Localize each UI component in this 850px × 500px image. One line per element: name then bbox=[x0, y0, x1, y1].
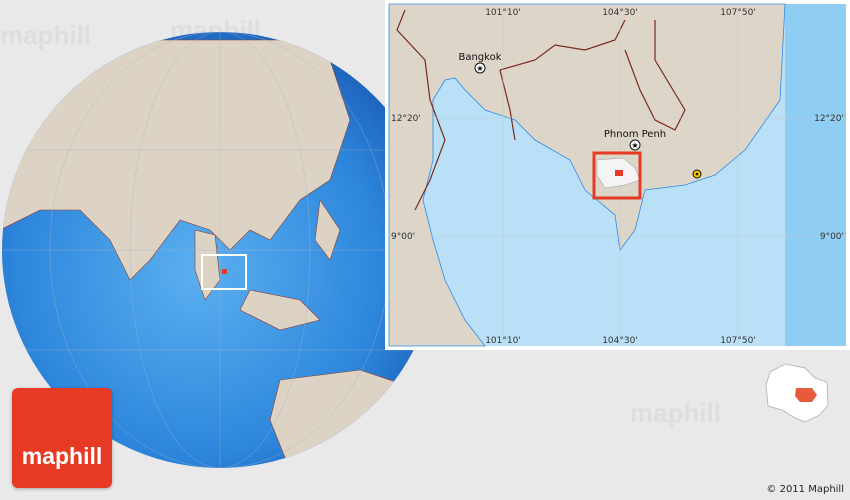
svg-text:★: ★ bbox=[631, 141, 638, 150]
latitude-label: 12°20' bbox=[391, 114, 421, 124]
region-highlight-box bbox=[592, 151, 642, 200]
capital-star-icon: ★ bbox=[629, 139, 641, 151]
longitude-label: 101°10' bbox=[485, 336, 521, 346]
globe-locator-box bbox=[201, 254, 247, 290]
longitude-label: 104°30' bbox=[602, 8, 638, 18]
latitude-label: 12°20' bbox=[814, 114, 844, 124]
latitude-label: 9°00' bbox=[391, 232, 415, 242]
longitude-labels-top: 101°10' 104°30' 107°50' bbox=[485, 8, 756, 18]
longitude-labels-bottom: 101°10' 104°30' 107°50' bbox=[485, 336, 756, 346]
city-label-phnom-penh: Phnom Penh bbox=[604, 129, 666, 140]
longitude-label: 107°50' bbox=[720, 8, 756, 18]
latitude-label: 9°00' bbox=[820, 232, 844, 242]
svg-text:★: ★ bbox=[476, 64, 483, 73]
capital-star-icon: ★ bbox=[474, 62, 486, 74]
longitude-label: 104°30' bbox=[602, 336, 638, 346]
inset-map: 101°10' 104°30' 107°50' 101°10' 104°30' … bbox=[385, 0, 850, 350]
watermark: maphill bbox=[0, 20, 92, 50]
globe-map bbox=[2, 32, 438, 468]
city-dot-icon bbox=[692, 169, 702, 179]
copyright: © 2011 Maphill bbox=[766, 484, 844, 495]
longitude-label: 107°50' bbox=[720, 336, 756, 346]
city-label-bangkok: Bangkok bbox=[458, 52, 501, 63]
watermark: maphill bbox=[630, 398, 722, 428]
logo-text: maphill bbox=[21, 443, 103, 469]
longitude-label: 101°10' bbox=[485, 8, 521, 18]
region-thumbnail bbox=[765, 363, 829, 423]
maphill-logo[interactable]: maphill bbox=[12, 388, 112, 488]
